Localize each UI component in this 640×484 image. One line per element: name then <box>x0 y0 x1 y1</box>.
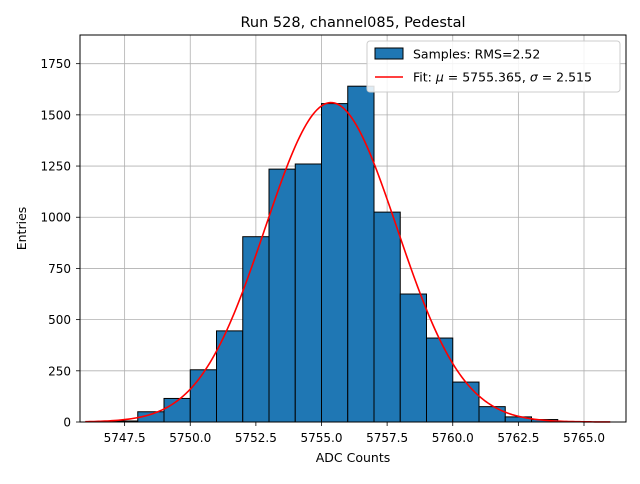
plot-frame <box>79 34 627 423</box>
histogram-bar <box>294 163 322 423</box>
x-tick-label: 5755.0 <box>301 431 343 445</box>
legend-histogram-swatch <box>374 47 404 60</box>
histogram-bar <box>189 369 217 423</box>
legend-box <box>366 40 621 93</box>
histogram-bar <box>399 293 427 423</box>
x-tick-label: 5750.0 <box>169 431 211 445</box>
chart-title: Run 528, channel085, Pedestal <box>240 15 465 31</box>
y-tick-label: 1000 <box>40 211 71 225</box>
histogram-bar <box>478 406 506 423</box>
histogram-bar <box>216 330 244 423</box>
y-axis-label: Entries <box>14 207 29 251</box>
y-tick-label: 1500 <box>40 108 71 122</box>
histogram-bar <box>347 85 375 423</box>
histogram-bar <box>373 211 401 423</box>
x-tick-label: 5760.0 <box>432 431 474 445</box>
x-tick-label: 5747.5 <box>104 431 146 445</box>
x-axis-label: ADC Counts <box>316 450 391 465</box>
y-tick-label: 1250 <box>40 160 71 174</box>
fit-curve-layer <box>85 101 611 423</box>
histogram-bar <box>163 397 191 423</box>
gaussian-fit-curve <box>85 101 611 423</box>
y-tick-label: 750 <box>48 262 71 276</box>
x-tick-label: 5762.5 <box>497 431 539 445</box>
histogram-bar <box>268 168 296 423</box>
y-tick-label: 1750 <box>40 57 71 71</box>
y-tick-label: 250 <box>48 364 71 378</box>
x-tick-label: 5765.0 <box>563 431 605 445</box>
y-tick-label: 500 <box>48 313 71 327</box>
legend-histogram-label: Samples: RMS=2.52 <box>413 47 540 62</box>
histogram-bar <box>321 103 349 423</box>
x-tick-label: 5752.5 <box>235 431 277 445</box>
legend: Samples: RMS=2.52 Fit: μ = 5755.365, σ =… <box>366 40 621 93</box>
y-axis-ticks: 0 250 500 750 1000 1250 1500 1750 <box>40 57 80 430</box>
histogram-bars <box>111 85 559 423</box>
x-tick-label: 5757.5 <box>366 431 408 445</box>
legend-fit-label: Fit: μ = 5755.365, σ = 2.515 <box>413 70 592 85</box>
histogram-bar <box>452 381 480 423</box>
y-tick-label: 0 <box>63 416 71 430</box>
histogram-bar <box>426 337 454 423</box>
histogram-bar <box>242 236 270 423</box>
x-axis-ticks: 5747.5 5750.0 5752.5 5755.0 5757.5 5760.0 5762… <box>104 422 605 445</box>
